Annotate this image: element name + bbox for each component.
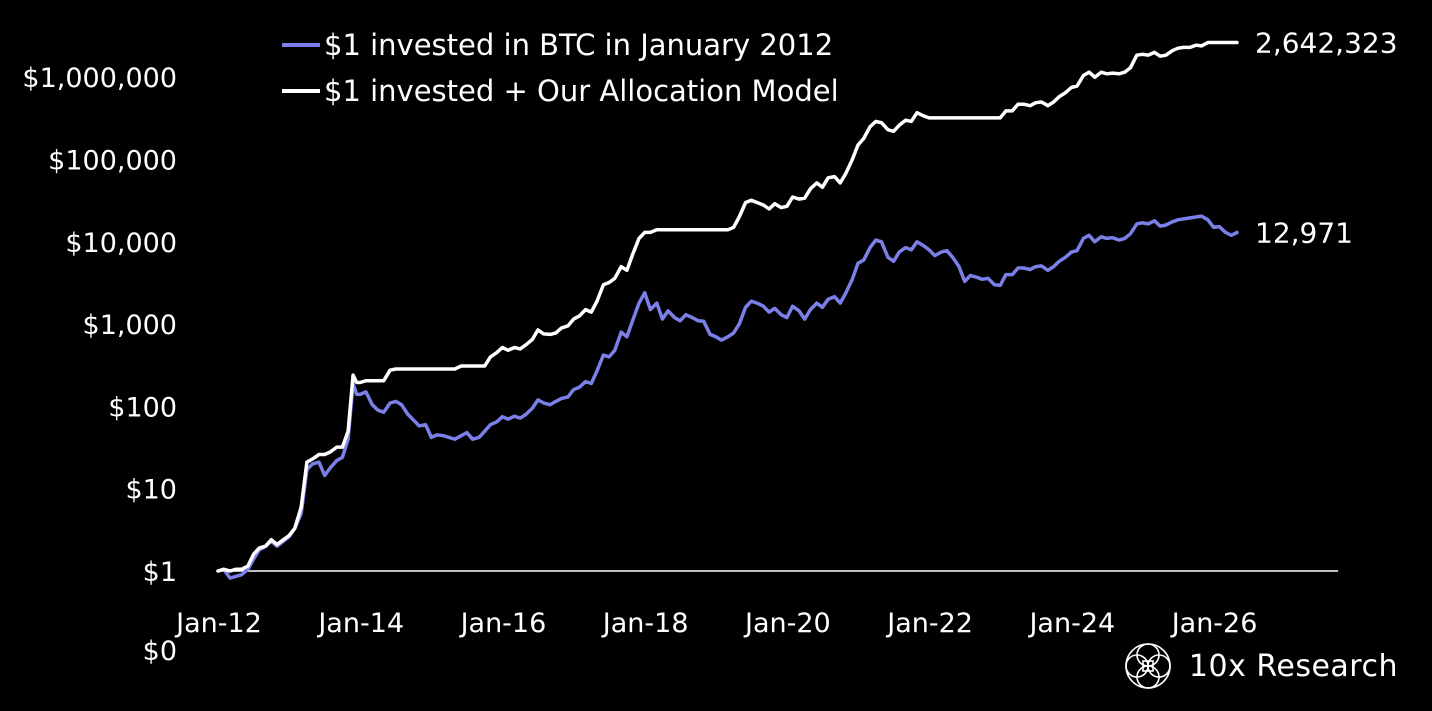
y-tick-label: $1,000,000	[22, 63, 177, 94]
x-tick-label: Jan-20	[743, 608, 831, 639]
series-line-1	[216, 214, 1239, 580]
10x-logo-icon	[1125, 643, 1171, 689]
y-tick-label: $10,000	[65, 228, 177, 259]
series-lines	[216, 40, 1239, 580]
brand-name: 10x Research	[1188, 648, 1398, 684]
y-floor-label: $0	[143, 636, 177, 667]
x-tick-label: Jan-16	[459, 608, 547, 639]
legend-label-2: $1 invested + Our Allocation Model	[324, 74, 839, 108]
x-axis-ticks: Jan-12 Jan-14 Jan-16 Jan-18 Jan-20 Jan-22 Jan-…	[174, 608, 1257, 639]
y-tick-label: $100	[108, 392, 177, 423]
series-end-label-2: 2,642,323	[1255, 26, 1398, 59]
y-tick-label: $100,000	[48, 146, 177, 177]
brand: 10x Research	[1123, 641, 1398, 691]
x-tick-label: Jan-12	[174, 608, 262, 639]
x-tick-label: Jan-18	[601, 608, 689, 639]
y-tick-label: $1,000	[83, 310, 177, 341]
y-tick-label: $10	[125, 475, 177, 506]
series-line-2	[216, 40, 1239, 573]
x-tick-label: Jan-22	[885, 608, 973, 639]
end-labels: 12,971 2,642,323	[1255, 26, 1398, 249]
x-tick-label: Jan-26	[1170, 608, 1258, 639]
y-axis-ticks: $1 $10 $100 $1,000 $10,000 $100,000 $1,000,000	[22, 63, 177, 588]
legend: $1 invested in BTC in January 2012 $1 inv…	[282, 28, 839, 108]
x-tick-label: Jan-14	[316, 608, 404, 639]
legend-label-1: $1 invested in BTC in January 2012	[324, 28, 833, 62]
x-tick-label: Jan-24	[1027, 608, 1115, 639]
y-tick-label: $1	[143, 557, 177, 588]
series-end-label-1: 12,971	[1255, 217, 1353, 250]
